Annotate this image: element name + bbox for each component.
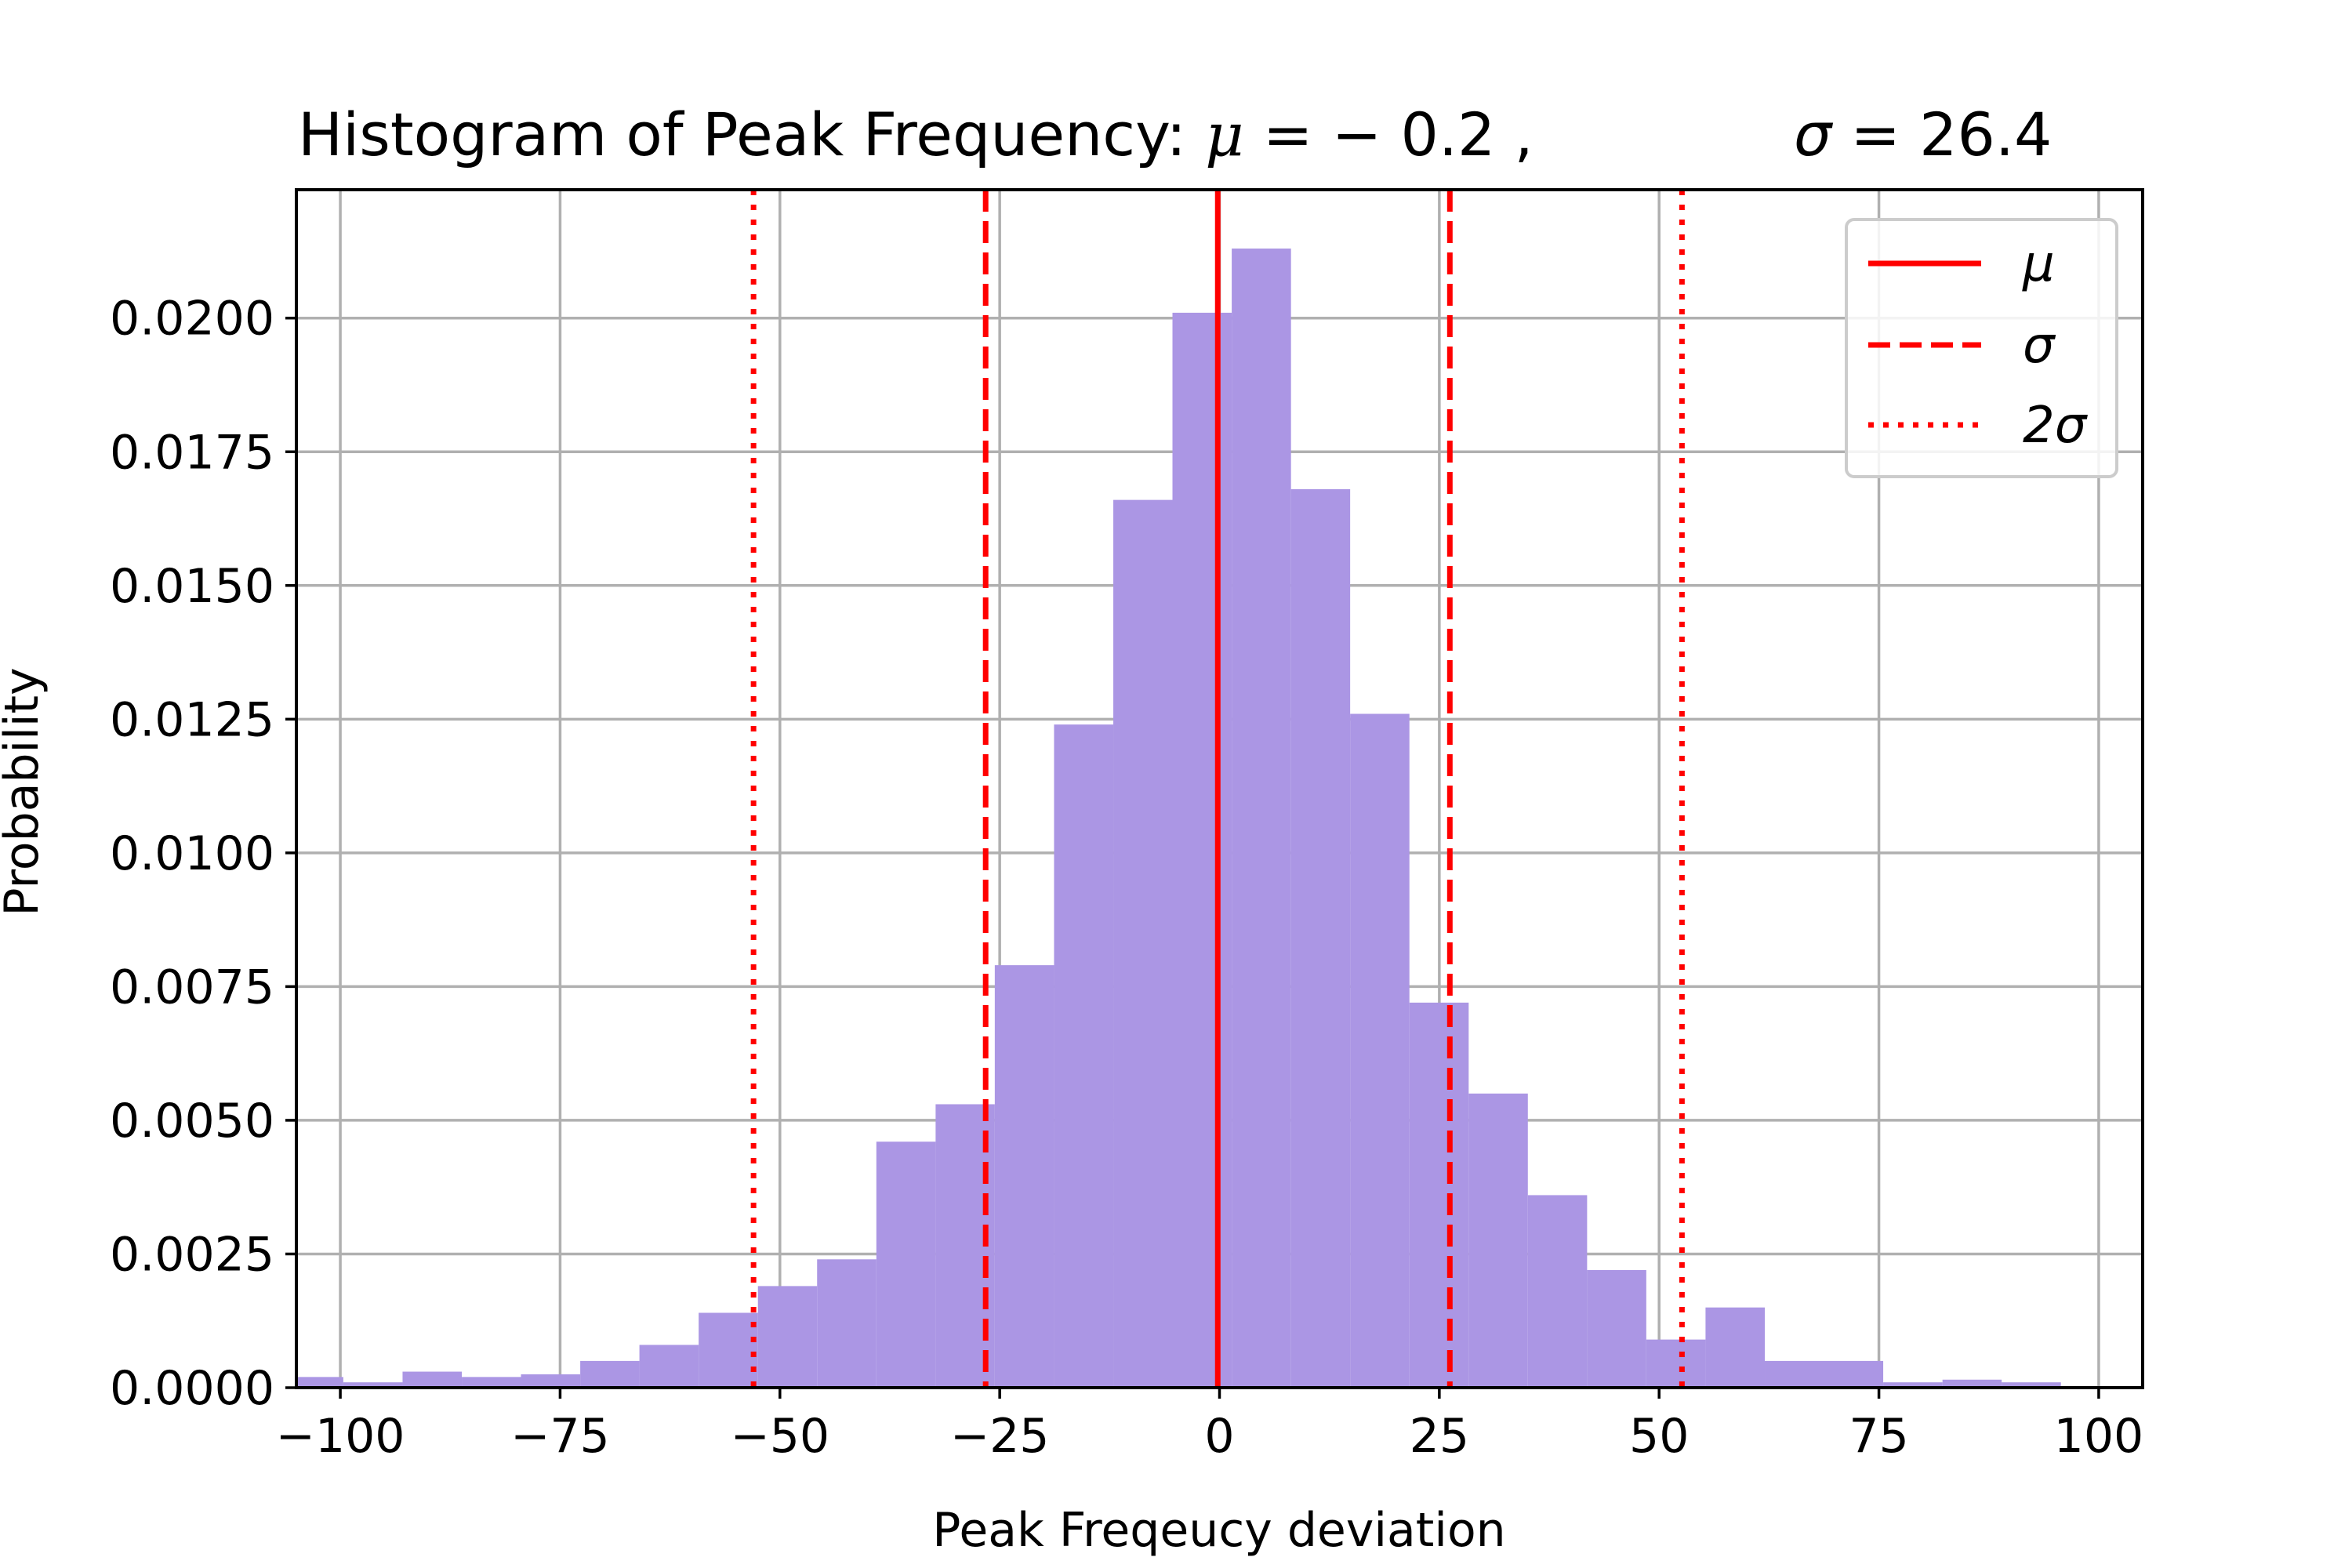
histogram-bar [1468, 1093, 1528, 1388]
histogram-bar [1290, 489, 1351, 1388]
legend: μ σ 2σ [1845, 218, 2118, 478]
histogram-bar [580, 1360, 640, 1388]
chart-title: Histogram of Peak Frequency: μ = − 0.2 , [298, 100, 1534, 169]
histogram-bar [1054, 724, 1114, 1388]
y-tick-label: 0.0150 [110, 559, 274, 614]
histogram-bar [296, 1377, 343, 1388]
x-tick-label: −75 [510, 1409, 610, 1464]
y-tick-label: 0.0175 [110, 425, 274, 480]
x-tick-label: 25 [1410, 1409, 1469, 1464]
histogram-bar [1527, 1195, 1588, 1388]
histogram-bar [1646, 1339, 1706, 1388]
histogram-bar [876, 1142, 936, 1388]
x-tick-label: 50 [1629, 1409, 1689, 1464]
title-sigma-symbol: σ [1794, 100, 1834, 169]
y-tick-label: 0.0125 [110, 692, 274, 747]
title-mu-value: = − 0.2 , [1244, 100, 1534, 169]
x-tick-label: −25 [950, 1409, 1050, 1464]
x-tick-label: −50 [730, 1409, 829, 1464]
axis-ticks: −100 −75 −50 −25 0 25 50 75 100 0.0000 0.0025 0.005… [110, 292, 2143, 1464]
title-colon: : [1167, 100, 1206, 169]
x-tick-label: 75 [1849, 1409, 1908, 1464]
title-mu-symbol: μ [1205, 100, 1243, 169]
y-tick-label: 0.0200 [110, 292, 274, 347]
histogram-bar [1350, 713, 1410, 1388]
x-axis-label: Peak Freqeucy deviation [932, 1503, 1505, 1558]
y-tick-label: 0.0100 [110, 826, 274, 881]
histogram-bar [1942, 1379, 2002, 1388]
histogram-bar [1587, 1269, 1646, 1388]
histogram-bar [1113, 499, 1173, 1388]
histogram-bar [994, 965, 1054, 1388]
histogram-bar [521, 1374, 581, 1388]
histogram-bar [462, 1377, 521, 1388]
chart-title-main: Histogram of Peak Frequency [298, 100, 1169, 169]
y-tick-label: 0.0025 [110, 1227, 274, 1282]
histogram-bar [1232, 249, 1291, 1388]
title-sigma-value: = 26.4 [1831, 100, 2052, 169]
legend-2sigma-label: 2σ [2023, 397, 2089, 455]
x-tick-label: 100 [2054, 1409, 2144, 1464]
y-axis-label: Probability [0, 667, 49, 916]
y-tick-label: 0.0075 [110, 960, 274, 1014]
histogram-bar [343, 1382, 403, 1388]
histogram-bar [1705, 1307, 1766, 1388]
histogram-bar [1765, 1360, 1824, 1388]
statistic-lines [750, 190, 1685, 1388]
x-tick-label: 0 [1204, 1409, 1234, 1464]
histogram-bar [1409, 1002, 1469, 1388]
histogram-bars [296, 249, 2061, 1388]
x-tick-label: −100 [276, 1409, 405, 1464]
histogram-bar [699, 1312, 758, 1388]
y-tick-label: 0.0050 [110, 1094, 274, 1149]
histogram-bar [1172, 312, 1232, 1388]
histogram-bar [639, 1345, 699, 1388]
histogram-bar [2002, 1382, 2061, 1388]
y-tick-label: 0.0000 [110, 1361, 274, 1416]
histogram-bar [1883, 1382, 1943, 1388]
legend-box [1845, 218, 2118, 478]
legend-sigma-label: σ [2023, 317, 2056, 375]
legend-mu-label: μ [2022, 235, 2055, 293]
histogram-bar [402, 1371, 463, 1388]
histogram-bar [1824, 1360, 1884, 1388]
histogram-bar [817, 1259, 877, 1388]
histogram-bar [757, 1286, 818, 1388]
chart-title-sigma: σ = 26.4 [1794, 100, 2052, 169]
